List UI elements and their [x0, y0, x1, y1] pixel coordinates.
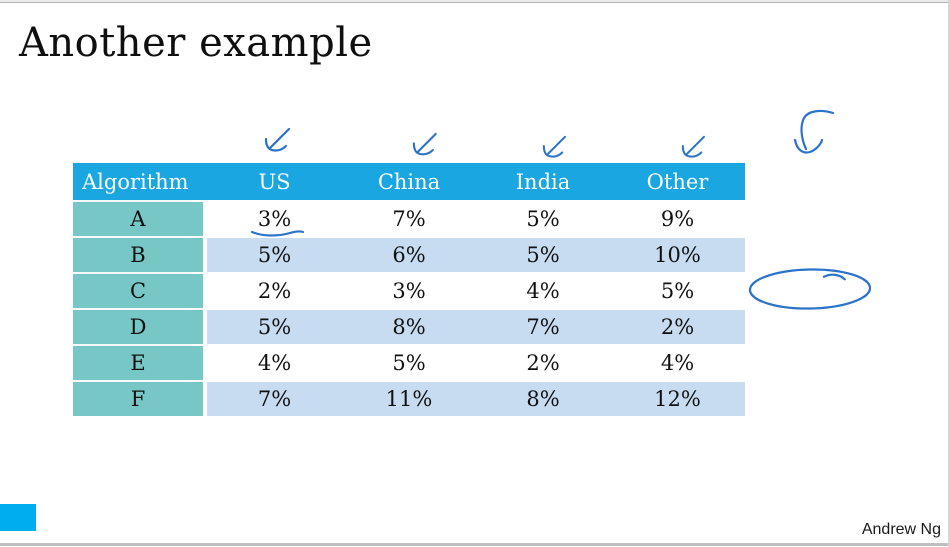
accent-bar — [0, 504, 36, 531]
table-cell: 11% — [342, 380, 476, 416]
column-header-china: China — [342, 163, 476, 200]
row-label: F — [73, 380, 207, 416]
column-header-other: Other — [610, 163, 745, 200]
table-cell: 10% — [610, 236, 745, 272]
table-cell: 5% — [207, 236, 342, 272]
ellipse-annotation — [748, 268, 872, 310]
table-cell: 4% — [207, 344, 342, 380]
table-row: A 3% 7% 5% 9% — [73, 200, 745, 236]
slide-top-border — [0, 0, 949, 3]
table-cell: 5% — [342, 344, 476, 380]
table-cell: 3% — [342, 272, 476, 308]
table-cell: 4% — [610, 344, 745, 380]
table-cell: 12% — [610, 380, 745, 416]
table-cell: 9% — [610, 200, 745, 236]
table-row: D 5% 8% 7% 2% — [73, 308, 745, 344]
row-label: D — [73, 308, 207, 344]
row-label: C — [73, 272, 207, 308]
author-credit: Andrew Ng — [861, 521, 941, 538]
table-row: F 7% 11% 8% 12% — [73, 380, 745, 416]
row-label: B — [73, 236, 207, 272]
page-title: Another example — [19, 20, 373, 66]
table-header-row: Algorithm US China India Other — [73, 163, 745, 200]
down-arrow-china-icon — [412, 132, 437, 156]
column-header-india: India — [476, 163, 610, 200]
table-cell: 5% — [476, 200, 610, 236]
down-arrow-right-icon — [793, 109, 835, 154]
table-cell: 2% — [207, 272, 342, 308]
table-cell: 6% — [342, 236, 476, 272]
table-cell: 5% — [476, 236, 610, 272]
table-cell: 2% — [476, 344, 610, 380]
table-cell: 7% — [342, 200, 476, 236]
row-label: E — [73, 344, 207, 380]
table-cell: 7% — [207, 380, 342, 416]
table-row: B 5% 6% 5% 10% — [73, 236, 745, 272]
table-cell: 2% — [610, 308, 745, 344]
down-arrow-other-icon — [681, 135, 706, 158]
table-cell: 8% — [342, 308, 476, 344]
column-header-us: US — [207, 163, 342, 200]
table-cell: 4% — [476, 272, 610, 308]
down-arrow-india-icon — [542, 135, 567, 158]
table-cell: 8% — [476, 380, 610, 416]
table-cell: 7% — [476, 308, 610, 344]
slide-bottom-border — [0, 543, 949, 546]
table-cell: 5% — [610, 272, 745, 308]
table-cell: 3% — [207, 200, 342, 236]
error-rate-table: Algorithm US China India Other A 3% 7% 5… — [73, 163, 745, 416]
column-header-algorithm: Algorithm — [73, 163, 207, 200]
row-label: A — [73, 200, 207, 236]
table-row: E 4% 5% 2% 4% — [73, 344, 745, 380]
table-row: C 2% 3% 4% 5% — [73, 272, 745, 308]
table-cell: 5% — [207, 308, 342, 344]
down-arrow-us-icon — [264, 127, 291, 152]
